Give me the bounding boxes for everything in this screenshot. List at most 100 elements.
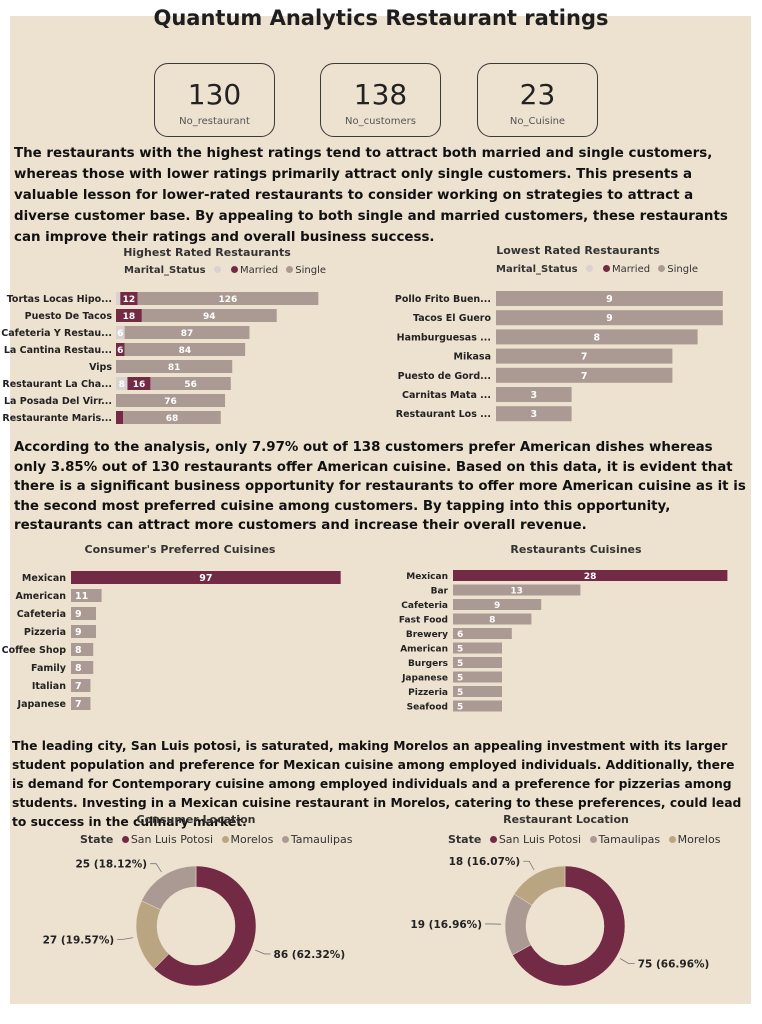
bar: [71, 625, 97, 638]
category-label: Japanese: [401, 674, 448, 684]
category-label: Restaurante Maris...: [2, 413, 112, 424]
category-label: Vips: [89, 362, 112, 373]
category-label: Pizzeria: [408, 688, 448, 698]
legend-swatch: [221, 836, 229, 843]
bar: [496, 348, 673, 364]
data-label: 84: [179, 346, 192, 356]
bar: [453, 700, 502, 712]
category-label: Restaurant La Cha...: [2, 379, 112, 390]
data-label: 87: [181, 329, 194, 339]
kpi-value: 23: [519, 78, 556, 111]
category-label: Carnitas Mata ...: [402, 390, 491, 401]
data-label: 5: [457, 688, 463, 698]
data-label: 7: [75, 699, 82, 710]
kpi-card-restaurants: 130 No_restaurant: [154, 63, 275, 137]
data-label: 8: [489, 616, 495, 626]
legend-highest: Marital_Status Married Single: [124, 265, 326, 276]
category-label: Hamburguesas ...: [397, 332, 491, 343]
data-label: 6: [117, 346, 123, 356]
chart-title-lowest: Lowest Rated Restaurants: [496, 244, 660, 257]
category-label: Pizzeria: [24, 627, 66, 638]
legend-swatch-blank: [585, 265, 593, 272]
data-label: 28: [584, 572, 597, 582]
bar: [453, 671, 502, 683]
category-label: Pollo Frito Buen...: [395, 294, 491, 305]
bar-segment-single: [137, 292, 319, 305]
donut-slice: [135, 900, 170, 970]
data-label: 18 (16.07%): [449, 856, 521, 868]
bar: [453, 584, 581, 596]
data-label: 16: [133, 380, 146, 390]
bar: [496, 329, 698, 345]
legend-label: Married: [611, 264, 651, 275]
legend-title: Marital_Status: [124, 265, 206, 276]
chart-consumer-cuisines: Mexican 97 American 11 Cafeteria 9 Pizzeria 9 Co…: [2, 571, 341, 710]
donut-slice: [141, 865, 197, 910]
bar: [71, 643, 94, 656]
category-label: Bar: [431, 587, 449, 597]
legend-swatch-single: [286, 266, 294, 273]
data-label: 5: [457, 645, 463, 655]
chart-title-restaurant-location: Restaurant Location: [503, 813, 629, 826]
data-label: 13: [510, 587, 523, 597]
kpi-value: 138: [353, 78, 408, 111]
legend-swatch: [589, 836, 597, 843]
category-label: Japanese: [17, 699, 66, 710]
kpi-label: No_restaurant: [179, 116, 250, 127]
category-label: Cafeteria: [401, 601, 448, 611]
legend-lowest: Marital_Status Married Single: [496, 264, 698, 275]
legend-label: Married: [239, 265, 279, 276]
category-label: Italian: [32, 681, 66, 692]
legend-title: Marital_Status: [496, 264, 578, 275]
kpi-label: No_Cuisine: [509, 116, 566, 127]
insight-paragraph-location: The leading city, San Luis potosi, is sa…: [12, 739, 742, 829]
legend-swatch: [281, 836, 289, 843]
category-label: Cafeteria Y Restau...: [1, 328, 112, 339]
legend-label: San Luis Potosi: [130, 833, 214, 846]
bar: [496, 291, 723, 306]
bar-segment-married: [116, 411, 124, 424]
data-label: 5: [457, 703, 463, 713]
data-label: 9: [75, 627, 82, 638]
bar: [453, 686, 502, 697]
legend-label: Morelos: [230, 833, 274, 846]
category-label: Cafeteria: [17, 609, 66, 620]
leader-line: [255, 949, 271, 955]
bar-segment-married: [116, 309, 142, 322]
bar-segment-single: [124, 343, 246, 356]
legend-swatch: [668, 836, 676, 843]
chart-title-restaurant-cuisines: Restaurants Cuisines: [510, 543, 642, 556]
legend-label: Tamaulipas: [598, 833, 661, 846]
data-label: 7: [581, 371, 588, 382]
category-label: Restaurant Los ...: [396, 409, 491, 420]
bar: [453, 657, 502, 668]
legend-swatch-blank: [213, 266, 221, 273]
data-label: 9: [606, 313, 613, 324]
data-label: 56: [184, 380, 197, 390]
data-label: 81: [168, 363, 181, 373]
bar-segment-blank: [116, 377, 128, 390]
data-label: 19 (16.96%): [410, 919, 482, 931]
chart-title-highest: Highest Rated Restaurants: [123, 246, 291, 259]
legend-swatch-married: [230, 266, 238, 273]
category-label: Tortas Locas Hipo...: [7, 294, 112, 305]
data-label: 6: [457, 630, 463, 640]
data-label: 7: [581, 352, 588, 363]
chart-restaurant-cuisines: Mexican 28 Bar 13 Cafeteria 9 Fast Food 8 Brewer…: [399, 570, 728, 713]
category-label: Tacos El Guero: [413, 313, 492, 324]
bar-segment-single: [116, 394, 226, 407]
kpi-value: 130: [187, 78, 242, 111]
donut-slice: [153, 865, 257, 987]
data-label: 86 (62.32%): [274, 949, 346, 961]
data-label: 8: [119, 380, 125, 390]
bar-segment-married: [127, 377, 151, 390]
bar-segment-single: [123, 411, 221, 424]
data-label: 9: [494, 601, 500, 611]
data-label: 5: [457, 659, 463, 669]
data-label: 9: [606, 294, 613, 305]
data-label: 3: [530, 409, 537, 420]
bar-segment-blank: [116, 292, 121, 305]
bar: [496, 387, 572, 402]
bar: [71, 589, 102, 602]
bar: [71, 679, 91, 692]
